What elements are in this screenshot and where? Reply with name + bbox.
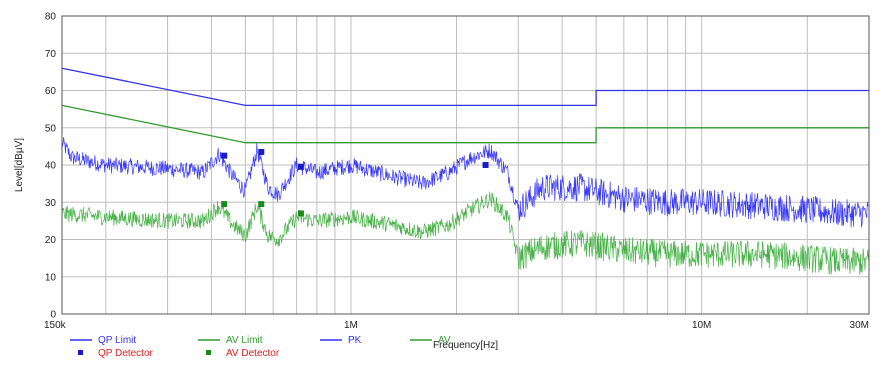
legend-label-qp-limit: QP Limit [98,335,136,346]
y-tick-label: 80 [45,12,57,23]
series-qp-limit [61,67,869,107]
legend-swatch-av-detector [206,350,211,355]
series-av [61,191,870,275]
qp-detector-marker [297,163,304,170]
tick-labels: 0 10 20 30 40 50 60 70 80 150k 1M 10M 30M [44,12,869,332]
y-tick-label: 70 [45,49,57,60]
y-tick-label: 60 [45,86,57,97]
y-tick-label: 0 [50,310,56,321]
legend: QP Limit AV Limit PK AV QP Detector AV Detect… [70,335,451,359]
qp-detector-marker [221,152,228,159]
legend-label-pk: PK [348,335,362,346]
series-av-limit [61,104,869,144]
legend-label-qp-detector: QP Detector [98,348,154,359]
x-tick-label: 10M [692,320,711,331]
plot-frame [61,15,870,315]
y-tick-label: 20 [45,235,57,246]
legend-swatch-qp-detector [78,350,83,355]
y-tick-label: 30 [45,198,57,209]
legend-label-av: AV [438,335,451,346]
av-detector-marker [258,201,265,208]
qp-detector-marker [482,162,489,168]
qp-detector-marker [258,148,265,155]
y-axis-title: Level[dBµV] [14,138,25,192]
marker-layer [221,148,489,217]
legend-label-av-detector: AV Detector [226,348,280,359]
legend-label-av-limit: AV Limit [226,335,263,346]
av-detector-marker [297,210,304,217]
y-tick-label: 10 [45,272,57,283]
x-axis-title: Frequency[Hz] [433,340,498,351]
series-pk [61,137,870,228]
series-layer [61,67,870,275]
x-tick-label: 150k [44,320,67,331]
grid [62,15,869,315]
y-tick-label: 50 [45,123,57,134]
av-detector-marker [221,201,228,208]
x-tick-label: 1M [344,320,358,331]
x-tick-label: 30M [850,320,869,331]
y-tick-label: 40 [45,161,57,172]
